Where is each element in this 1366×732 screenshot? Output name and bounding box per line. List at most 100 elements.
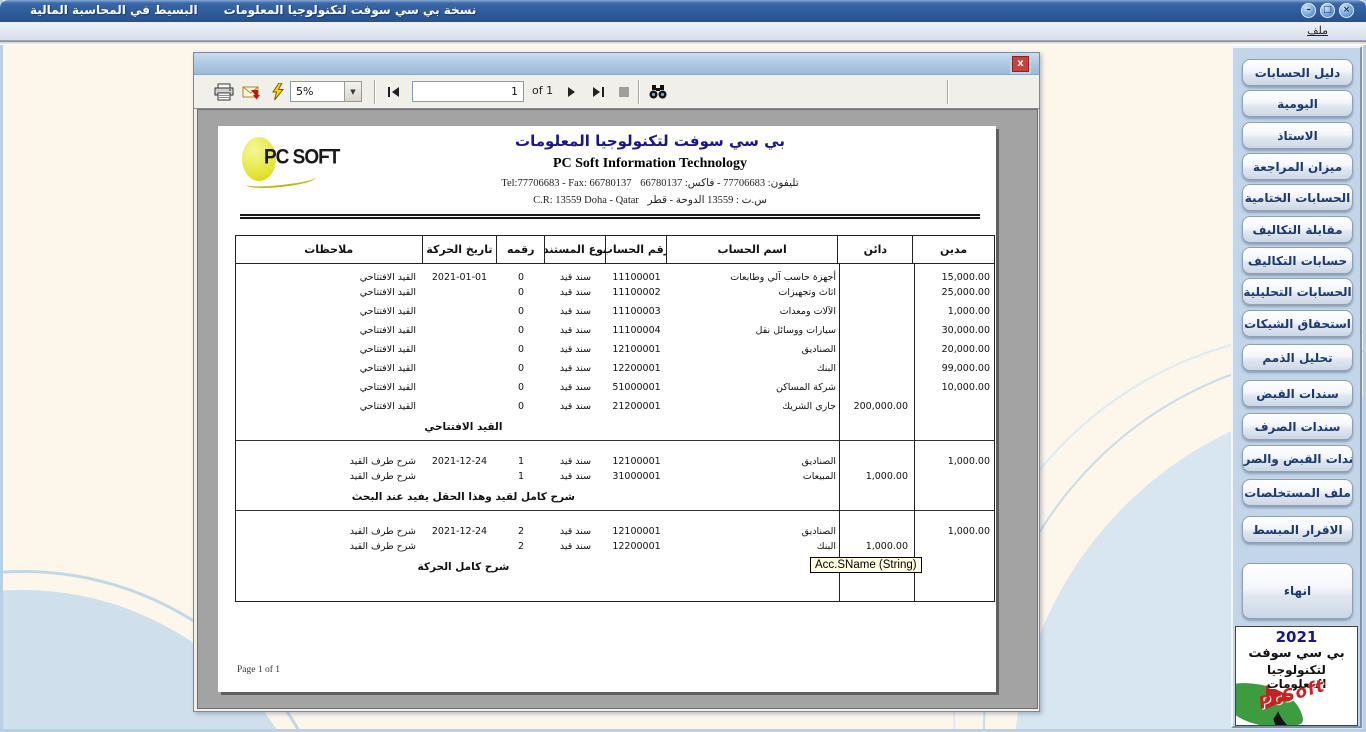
report-window-titlebar[interactable]: x [194, 53, 1039, 75]
sidebar-item-14[interactable]: الاقرار المبسط [1242, 516, 1353, 543]
pcsoft-logo: PC SOFT [242, 135, 362, 191]
cell-account_no: 11100001 [612, 272, 661, 283]
stop-button[interactable] [612, 80, 636, 104]
sidebar-item-8[interactable]: استحقاق الشيكات [1242, 310, 1353, 337]
report-toolbar: 5% ▼ of 1 [194, 75, 1039, 109]
sidebar-item-exit[interactable]: انهاء [1242, 563, 1353, 619]
cell-account_name: سيارات ووسائل نقل [755, 325, 836, 336]
header-double-rule [240, 214, 980, 219]
cell-number: 1 [517, 456, 525, 467]
logo-text: PC SOFT [264, 145, 340, 169]
sidebar-item-6[interactable]: حسابات التكاليف [1242, 247, 1353, 274]
cell-account_name: الصناديق [801, 344, 836, 355]
table-row: القيد الافتتاحي 0 سند قيد 21200001 جاري الشر… [236, 397, 994, 416]
sidebar-item-9[interactable]: تحليل الذمم [1242, 344, 1353, 371]
report-close-button[interactable]: x [1010, 54, 1031, 74]
table-row: شرح طرف القيد 2021-12-24 2 سند قيد 12100001 ا… [236, 518, 994, 537]
cell-date: 2021-12-24 [431, 526, 488, 537]
cell-doc_type: سند قيد [559, 401, 592, 412]
sidebar-item-3[interactable]: ميزان المراجعة [1242, 153, 1353, 180]
page-count-label: Page 1 of 1 [237, 665, 281, 675]
client-area: x [3, 45, 1363, 729]
group-footer: شرح كامل الحركة [417, 561, 510, 573]
tel-english: Tel:77706683 - Fax: 66780137 [501, 178, 632, 189]
close-button[interactable]: × [1339, 3, 1354, 18]
cell-date [422, 397, 497, 416]
window-controls: – □ × [1301, 3, 1354, 18]
cell-account_name: الصناديق [801, 526, 836, 537]
cr-line: C.R: 13559 Doha - Qatar س.ت : 13559 الدو… [318, 194, 982, 206]
frame-divider [0, 41, 1366, 45]
cell-account_name: شركة المساكن [776, 382, 836, 393]
cell-date: 2021-01-01 [431, 272, 488, 283]
cell-debit: 1,000.00 [947, 306, 990, 317]
header-notes: ملاحظات [304, 243, 354, 256]
sidebar-item-2[interactable]: الاستاذ [1242, 122, 1353, 149]
header-credit: دائن [837, 236, 912, 263]
next-page-icon [568, 87, 575, 97]
tel-arabic: تليفون: 77706683 - فاكس: 66780137 [640, 178, 799, 189]
cell-account_no: 12100001 [612, 526, 661, 537]
app-titlebar: البسيط في المحاسبة المالية نسخة بي سي سو… [0, 0, 1366, 22]
group-footer: شرح كامل لقيد وهذا الحقل يفيد عند البحث [351, 491, 575, 503]
cell-credit: 200,000.00 [853, 401, 908, 412]
cell-credit [839, 359, 914, 378]
group-separator [236, 440, 994, 441]
page-number-input[interactable] [412, 81, 524, 102]
cell-credit [839, 340, 914, 359]
cell-notes: شرح طرف القيد [349, 471, 416, 482]
cell-notes: القيد الافتتاحي [359, 287, 416, 298]
cell-account_no: 11100002 [612, 287, 661, 298]
sidebar-item-10[interactable]: سندات القبض [1242, 380, 1353, 407]
cell-doc_type: سند قيد [559, 344, 592, 355]
cell-account_no: 21200001 [612, 401, 661, 412]
first-page-button[interactable] [382, 80, 406, 104]
cell-notes: شرح طرف القيد [349, 456, 416, 467]
sidebar-item-1[interactable]: اليومية [1242, 90, 1353, 117]
sidebar-item-0[interactable]: دليل الحسابات [1242, 59, 1353, 86]
print-button[interactable] [212, 80, 236, 104]
cell-doc_type: سند قيد [559, 471, 592, 482]
cell-account_name: البنك [816, 541, 836, 552]
cell-debit [914, 467, 994, 486]
cell-doc_type: سند قيد [559, 272, 592, 283]
company-name-english: PC Soft Information Technology [552, 156, 748, 171]
cell-number: 0 [517, 382, 525, 393]
table-body: القيد الافتتاحي 2021-01-01 0 سند قيد 1110000… [235, 264, 995, 602]
column-divider [839, 264, 840, 601]
cell-number: 0 [517, 401, 525, 412]
cell-notes: القيد الافتتاحي [359, 382, 416, 393]
maximize-button[interactable]: □ [1320, 3, 1335, 18]
header-debit: مدين [912, 236, 994, 263]
last-page-button[interactable] [586, 80, 610, 104]
chevron-down-icon[interactable]: ▼ [344, 82, 361, 101]
first-page-icon [388, 87, 399, 97]
sidebar-item-7[interactable]: الحسابات التحليلية [1242, 278, 1353, 305]
report-header: بي سي سوفت لتكنولوجيا المعلومات PC Soft … [318, 132, 982, 206]
sidebar-item-5[interactable]: مقابلة التكاليف [1242, 216, 1353, 243]
cell-date: 2021-12-24 [431, 456, 488, 467]
cell-account_name: اثاث وتجهيزات [778, 287, 836, 298]
cell-account_no: 51000001 [612, 382, 661, 393]
cell-credit [839, 268, 914, 283]
search-button[interactable] [646, 80, 670, 104]
table-row: القيد الافتتاحي 2021-01-01 0 سند قيد 1110000… [236, 264, 994, 283]
sidebar-item-4[interactable]: الحسابات الختامية [1242, 184, 1353, 211]
sidebar-item-11[interactable]: سندات الصرف [1242, 413, 1353, 440]
cell-account_no: 12100001 [612, 456, 661, 467]
cr-english: C.R: 13559 Doha - Qatar [533, 195, 639, 206]
lightning-icon [272, 83, 285, 101]
cell-notes: القيد الافتتاحي [359, 325, 416, 336]
menu-file[interactable]: ملف [1307, 24, 1328, 37]
zoom-select[interactable]: 5% ▼ [290, 81, 362, 102]
table-row: شرح طرف القيد 2 سند قيد 12200001 البنك 1,000.… [236, 537, 994, 556]
sidebar-item-13[interactable]: ملف المستخلصات [1242, 479, 1353, 506]
cell-number: 0 [517, 287, 525, 298]
sidebar-item-12[interactable]: سندات القبض والصرف [1242, 445, 1353, 472]
minimize-button[interactable]: – [1301, 3, 1316, 18]
refresh-button[interactable] [266, 80, 290, 104]
export-button[interactable] [240, 80, 264, 104]
cell-debit: 15,000.00 [941, 272, 990, 283]
next-page-button[interactable] [560, 80, 584, 104]
